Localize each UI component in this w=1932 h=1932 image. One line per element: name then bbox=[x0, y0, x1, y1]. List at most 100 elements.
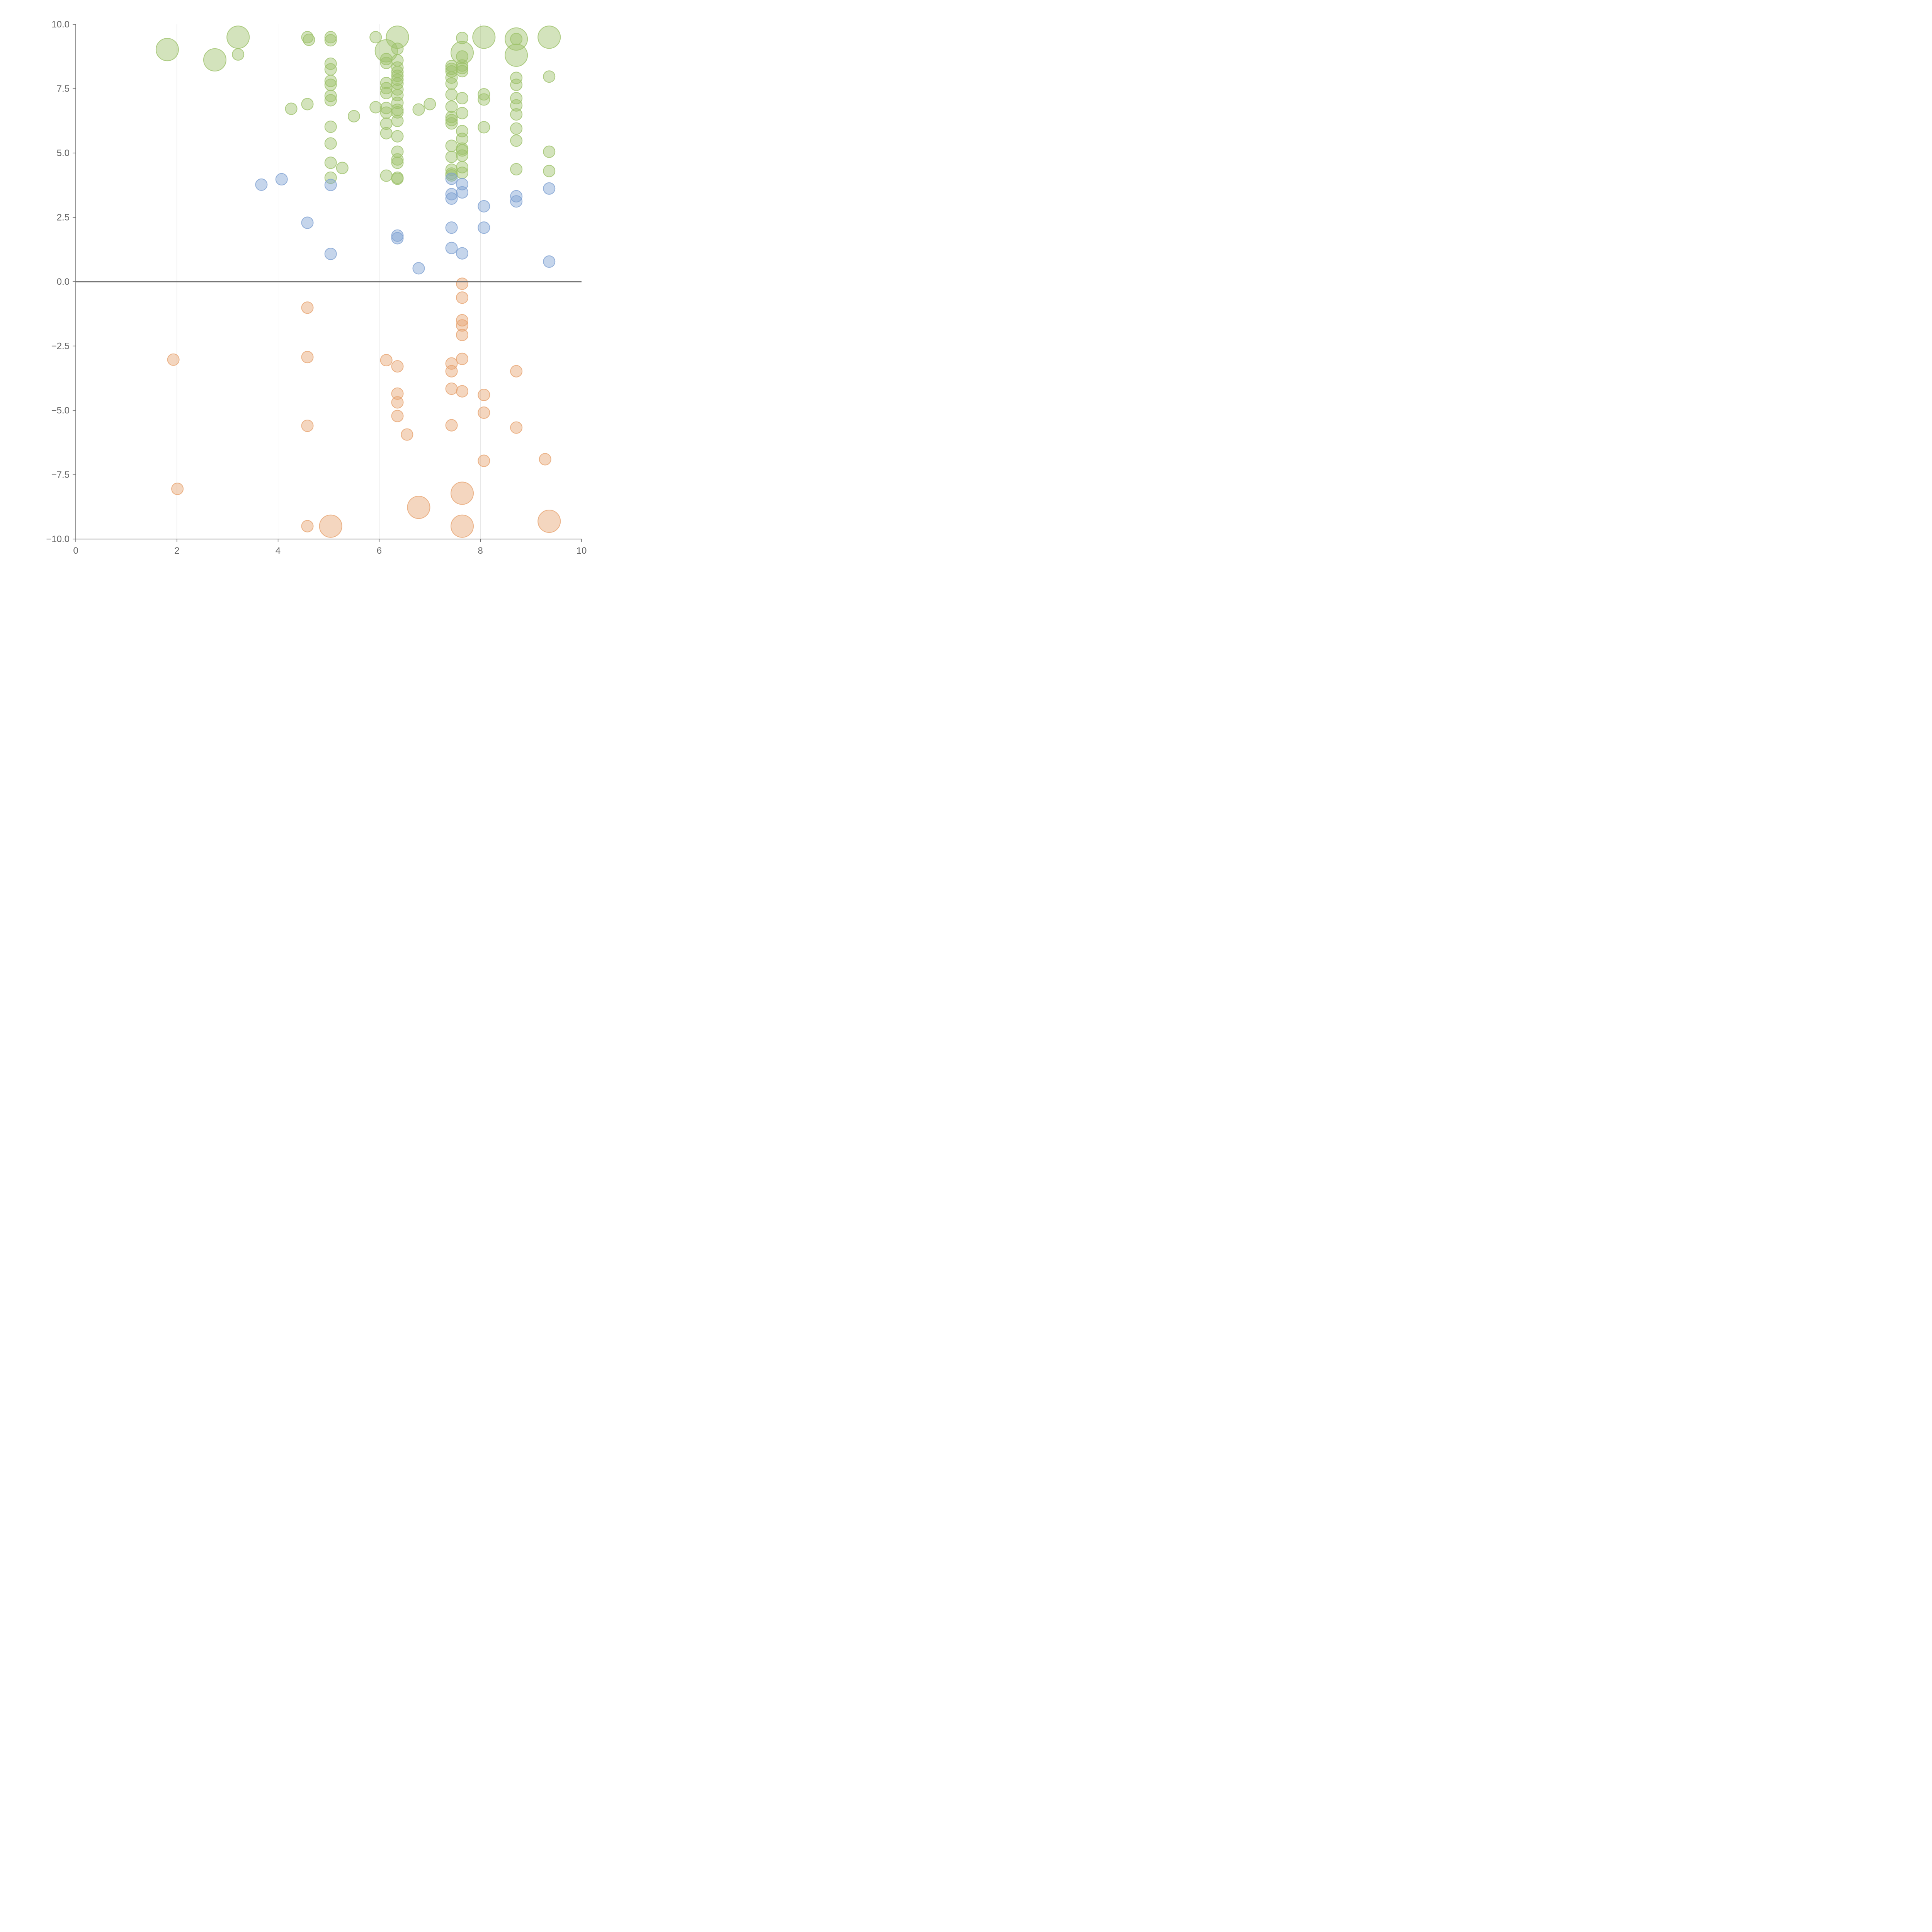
orange-bubble bbox=[301, 301, 314, 314]
green-bubble bbox=[456, 92, 469, 105]
orange-bubble bbox=[301, 419, 314, 432]
green-bubble bbox=[478, 121, 490, 134]
orange-bubble bbox=[391, 410, 404, 422]
green-bubble bbox=[510, 99, 523, 112]
blue-bubble bbox=[255, 178, 268, 191]
blue-bubble bbox=[391, 229, 404, 242]
green-bubble bbox=[324, 90, 337, 102]
blue-bubble bbox=[445, 192, 458, 205]
orange-bubble bbox=[478, 389, 490, 401]
green-bubble bbox=[478, 88, 490, 101]
y-tick-label: 10.0 bbox=[51, 19, 70, 30]
orange-bubble bbox=[456, 314, 469, 327]
green-bubble bbox=[391, 73, 404, 86]
x-tick-label: 8 bbox=[478, 546, 483, 556]
blue-bubble bbox=[478, 221, 490, 234]
orange-bubble bbox=[167, 353, 180, 366]
green-bubble bbox=[232, 48, 245, 61]
y-tick-label: 2.5 bbox=[57, 213, 70, 223]
green-bubble bbox=[369, 31, 382, 44]
green-bubble bbox=[510, 134, 523, 147]
green-bubble bbox=[510, 108, 523, 121]
x-tick-label: 2 bbox=[174, 546, 179, 556]
blue-bubble bbox=[543, 255, 556, 268]
blue-bubble bbox=[478, 200, 490, 213]
green-bubble bbox=[510, 78, 523, 91]
green-bubble bbox=[369, 101, 382, 114]
green-bubble bbox=[456, 167, 469, 179]
orange-bubble bbox=[451, 481, 474, 505]
green-bubble bbox=[423, 98, 436, 111]
blue-bubble bbox=[301, 216, 314, 229]
blue-bubble bbox=[456, 186, 469, 199]
green-bubble bbox=[380, 77, 393, 89]
green-bubble bbox=[391, 130, 404, 143]
green-bubble bbox=[543, 145, 556, 158]
bubble-chart: 0 2 4 6 8 10 10.0 7.5 5.0 2.5 0.0 −2.5 −5.0 −7.5 −10.0 bbox=[46, 19, 587, 556]
green-bubble bbox=[303, 33, 315, 46]
green-bubble bbox=[324, 156, 337, 169]
green-bubble bbox=[456, 65, 469, 78]
green-bubble bbox=[445, 88, 458, 101]
green-bubble bbox=[510, 71, 523, 84]
green-bubble bbox=[391, 156, 404, 169]
y-tick-label: −7.5 bbox=[51, 470, 70, 480]
blue-bubble bbox=[510, 190, 523, 202]
blue-bubble bbox=[445, 172, 458, 185]
green-bubble bbox=[445, 139, 458, 152]
blue-bubble bbox=[412, 262, 425, 275]
green-bubble bbox=[301, 98, 314, 111]
green-bubble bbox=[472, 26, 496, 49]
green-bubble bbox=[510, 122, 523, 135]
green-bubble bbox=[324, 121, 337, 133]
orange-bubble bbox=[171, 483, 184, 495]
orange-bubble bbox=[445, 383, 458, 395]
green-bubble bbox=[543, 70, 556, 83]
orange-bubble bbox=[478, 454, 490, 467]
green-bubble bbox=[412, 103, 425, 116]
orange-bubble bbox=[401, 428, 413, 441]
blue-bubble bbox=[275, 173, 288, 185]
green-bubble bbox=[445, 114, 458, 126]
green-bubble bbox=[510, 32, 523, 45]
green-bubble bbox=[324, 171, 337, 184]
blue-bubble bbox=[510, 195, 523, 208]
green-bubble bbox=[380, 169, 393, 182]
orange-bubble bbox=[391, 396, 404, 409]
x-tick-label: 6 bbox=[377, 546, 382, 556]
green-bubble bbox=[391, 114, 404, 127]
green-bubble bbox=[324, 78, 337, 91]
blue-bubble bbox=[456, 247, 469, 260]
orange-bubble bbox=[537, 510, 561, 533]
orange-bubble bbox=[456, 319, 469, 332]
green-bubble bbox=[203, 48, 226, 71]
green-bubble bbox=[155, 38, 179, 61]
green-bubble bbox=[380, 87, 393, 99]
green-bubble bbox=[505, 27, 528, 51]
green-bubble bbox=[456, 32, 469, 44]
green-bubble bbox=[226, 26, 250, 49]
blue-bubble bbox=[445, 242, 458, 254]
y-tick-label: −2.5 bbox=[51, 341, 70, 352]
x-tick-label: 4 bbox=[276, 546, 281, 556]
y-tick-label: −5.0 bbox=[51, 405, 70, 416]
blue-bubble bbox=[543, 182, 556, 195]
y-tick-label: 7.5 bbox=[57, 84, 70, 94]
green-bubble bbox=[456, 107, 469, 119]
orange-bubble bbox=[391, 360, 404, 373]
orange-bubble bbox=[301, 520, 314, 532]
orange-bubble bbox=[456, 328, 469, 341]
green-bubble bbox=[543, 165, 556, 177]
green-bubble bbox=[324, 31, 337, 44]
green-bubble bbox=[505, 43, 528, 67]
green-bubble bbox=[336, 162, 349, 174]
blue-bubble bbox=[445, 221, 458, 234]
orange-bubble bbox=[445, 365, 458, 378]
green-bubble bbox=[445, 117, 458, 130]
y-tick-label: 5.0 bbox=[57, 148, 70, 158]
green-bubble bbox=[445, 150, 458, 163]
orange-bubble bbox=[539, 453, 551, 466]
x-tick-label: 0 bbox=[73, 546, 78, 556]
green-bubble bbox=[456, 62, 469, 75]
green-bubble bbox=[445, 100, 458, 113]
